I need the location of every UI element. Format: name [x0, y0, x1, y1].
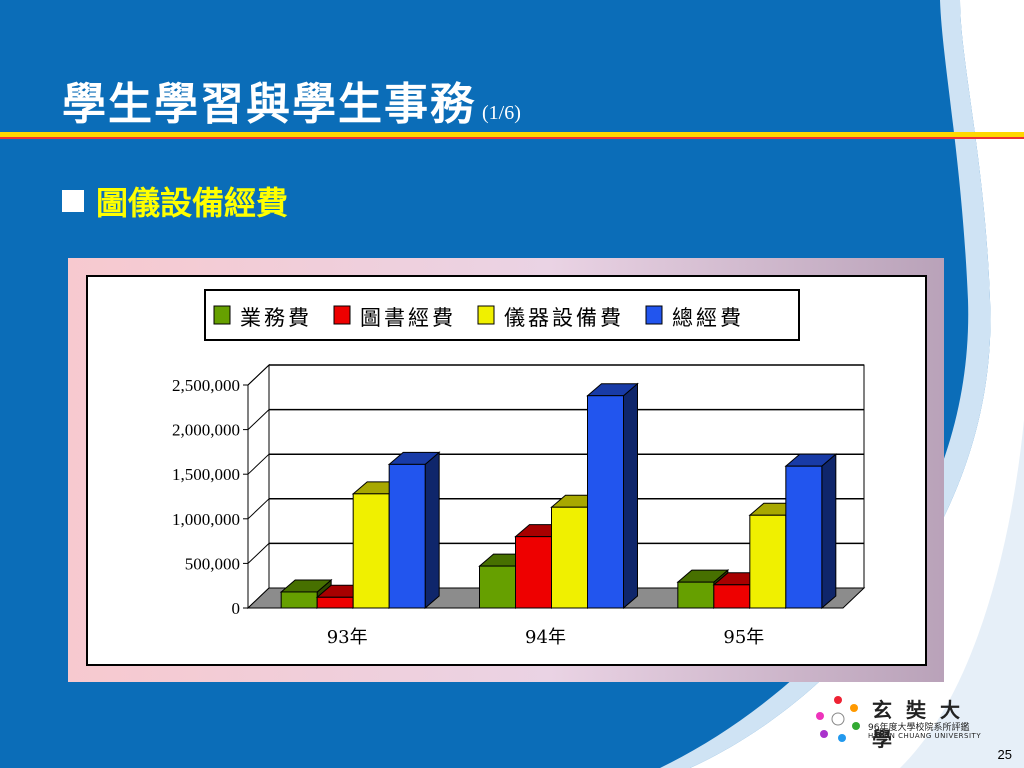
gridline-side — [247, 453, 270, 475]
logo-name: 玄奘大學 — [872, 698, 974, 751]
bar-front — [551, 506, 588, 609]
y-tick-label: 0 — [232, 599, 241, 618]
bar-總經費-93年 — [387, 451, 441, 610]
slide-title: 學生學習與學生事務 (1/6) — [62, 68, 521, 132]
y-tick-label: 1,000,000 — [172, 510, 240, 529]
university-logo: 玄奘大學 96年度大學校院系所評鑑 HSUAN CHUANG UNIVERSIT… — [812, 692, 1002, 751]
bar-front — [587, 395, 624, 609]
bar-front — [713, 584, 751, 609]
bar-side — [821, 453, 837, 610]
legend-label: 業務費 — [240, 306, 312, 330]
x-tick-label: 95年 — [723, 627, 764, 648]
gridline-side — [247, 498, 270, 520]
page-number: 25 — [997, 747, 1012, 762]
bar-front — [479, 565, 516, 609]
bullet-square-icon — [62, 190, 84, 212]
legend-swatch — [333, 305, 351, 325]
bar-front — [388, 463, 426, 609]
x-tick-label: 94年 — [525, 627, 566, 648]
legend-box — [204, 289, 800, 341]
legend-label: 圖書經費 — [360, 306, 456, 330]
y-tick-label: 1,500,000 — [172, 465, 240, 484]
logo-line3: HSUAN CHUANG UNIVERSITY — [868, 732, 982, 740]
y-tick-label: 500,000 — [185, 554, 240, 573]
gridline-side — [247, 364, 270, 386]
legend-swatch — [477, 305, 495, 325]
logo-emblem-icon — [816, 696, 860, 742]
legend-swatch — [213, 305, 231, 325]
legend-swatch — [645, 305, 663, 325]
bar-總經費-94年 — [586, 382, 639, 610]
bar-side — [623, 382, 638, 610]
bar-front — [316, 596, 354, 609]
x-tick-label: 93年 — [327, 627, 368, 648]
bullet-item: 圖儀設備經費 — [62, 178, 288, 224]
logo-line2: 96年度大學校院系所評鑑 — [868, 723, 970, 733]
bar-front — [515, 536, 552, 609]
y-tick-label: 2,500,000 — [172, 376, 240, 395]
bar-front — [352, 493, 390, 609]
bar-front — [677, 581, 715, 609]
bar-front — [749, 514, 787, 609]
slide-title-sub: (1/6) — [482, 102, 521, 124]
y-tick-label: 2,000,000 — [172, 421, 240, 440]
bar-總經費-95年 — [784, 453, 838, 610]
chart-side-wall — [247, 363, 270, 610]
legend-label: 儀器設備費 — [504, 306, 624, 330]
legend-label: 總經費 — [672, 306, 744, 330]
bar-front — [785, 465, 823, 609]
bar-front — [280, 591, 318, 609]
bar-side — [424, 451, 440, 610]
slide-title-text: 學生學習與學生事務 — [62, 79, 476, 130]
bullet-text: 圖儀設備經費 — [96, 184, 289, 222]
gridline-side — [247, 543, 270, 564]
gridline-side — [247, 409, 270, 430]
